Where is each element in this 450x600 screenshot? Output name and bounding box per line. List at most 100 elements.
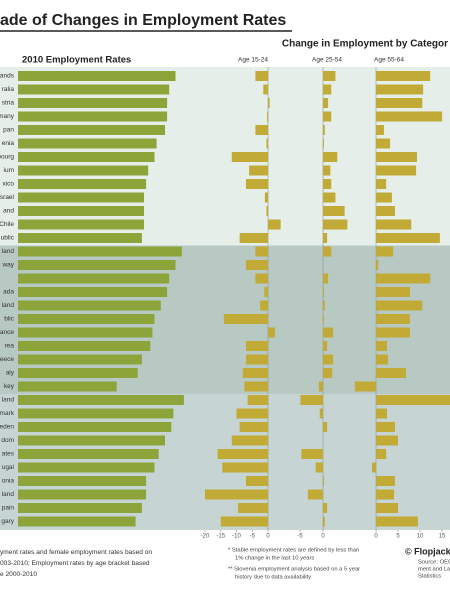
bar (18, 138, 157, 149)
bar (263, 84, 269, 95)
category-label: and (3, 208, 14, 215)
credit: © Flopjack (405, 546, 450, 556)
bar (245, 476, 269, 486)
bar (247, 395, 269, 405)
footnote: history due to data availability (235, 575, 311, 581)
bar (318, 381, 323, 392)
category-label: onia (2, 478, 15, 485)
category-label: key (4, 383, 15, 390)
bar (18, 395, 184, 405)
x-tick-label: 5 (396, 534, 400, 540)
bar (376, 152, 417, 162)
bar (220, 516, 269, 527)
category-label: rea (5, 343, 15, 350)
bar (239, 233, 269, 243)
bar (307, 489, 323, 500)
bar (18, 260, 176, 270)
bar (18, 408, 174, 419)
bar (376, 287, 410, 297)
bar (18, 246, 182, 257)
bar (267, 111, 269, 122)
bar (231, 152, 269, 162)
bar (323, 341, 328, 351)
bar (18, 327, 153, 338)
x-tick-label: -5 (297, 534, 303, 540)
bar (18, 111, 168, 122)
x-tick-label: 15 (439, 534, 446, 540)
bar (18, 233, 142, 243)
category-label: xico (2, 181, 14, 188)
category-label: mark (0, 410, 15, 417)
subtitle: Change in Employment by Categor (282, 39, 448, 50)
bar (376, 516, 418, 527)
bar (323, 246, 332, 257)
bar (376, 179, 387, 189)
bar (323, 152, 338, 162)
x-tick-label: -15 (216, 534, 225, 540)
bar (260, 300, 269, 311)
bar (18, 354, 142, 365)
category-label: gary (1, 518, 14, 525)
source: Statistics (418, 574, 441, 580)
category-label: blic (4, 316, 15, 323)
bar (323, 476, 324, 486)
category-label: land (2, 491, 15, 498)
x-tick-label: 0 (266, 534, 270, 540)
bar (268, 219, 281, 230)
category-label: ugal (2, 464, 15, 471)
bar (266, 206, 269, 216)
bar (376, 125, 384, 135)
bar (323, 192, 336, 203)
bar (255, 246, 269, 257)
bar (376, 98, 423, 108)
bar (18, 476, 147, 486)
bar (18, 516, 136, 527)
category-label: land (2, 248, 15, 255)
category-label: ublic (1, 235, 15, 242)
bar (222, 462, 269, 473)
bar (18, 449, 159, 459)
bar (323, 219, 348, 230)
bar (18, 152, 155, 162)
bar (323, 273, 329, 284)
bar (18, 435, 165, 446)
bar (249, 165, 269, 176)
bar (376, 422, 395, 432)
bar (18, 462, 155, 473)
footnote: ** Slovenia employment analysis based on… (228, 567, 360, 573)
panel-title: Age 15-24 (238, 57, 268, 64)
category-label: aly (6, 370, 15, 377)
bar (376, 368, 406, 378)
bar (18, 300, 161, 311)
category-label: dom (1, 437, 14, 444)
x-tick-label: 0 (374, 534, 378, 540)
bar (18, 98, 168, 108)
x-tick-label: -20 (201, 534, 210, 540)
bar (376, 354, 388, 365)
bar (266, 138, 269, 149)
category-label: eden (0, 424, 14, 431)
bar (323, 233, 328, 243)
bar (242, 368, 269, 378)
bar (239, 422, 269, 432)
bar (319, 408, 323, 419)
bar (376, 111, 443, 122)
footnote: 003-2010; Employment rates by age bracke… (0, 560, 150, 567)
bar (264, 287, 269, 297)
bar (18, 84, 170, 95)
bar (376, 138, 391, 149)
bar (323, 300, 325, 311)
bar (268, 327, 275, 338)
bar (245, 260, 269, 270)
x-tick-label: -10 (232, 534, 241, 540)
source: Source: OEC (418, 560, 450, 566)
category-label: pan (3, 127, 14, 134)
bar (18, 341, 151, 351)
bar (245, 354, 269, 365)
category-label: way (1, 262, 14, 269)
bar (376, 84, 424, 95)
category-label: ium (4, 167, 14, 174)
bar (376, 300, 423, 311)
bar (18, 422, 172, 432)
